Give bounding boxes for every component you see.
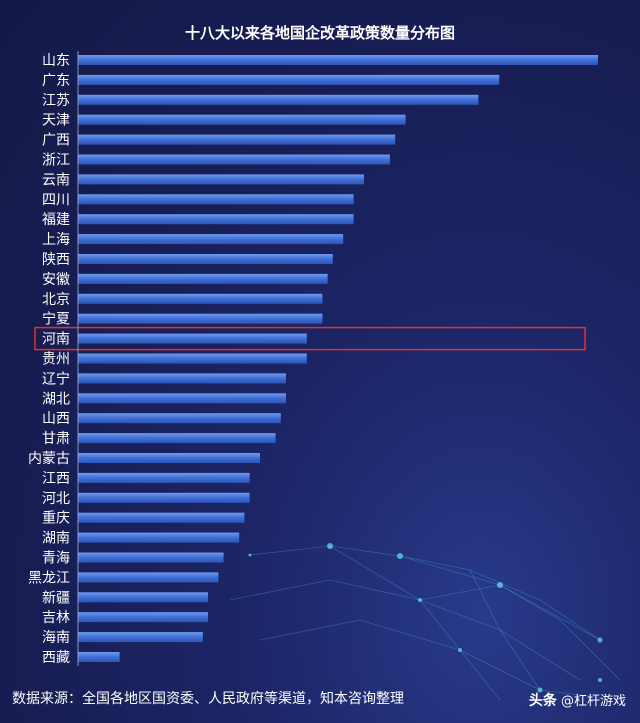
- bar-16: [78, 353, 307, 364]
- bar-2: [78, 74, 500, 85]
- bar-30: [78, 632, 203, 643]
- bar-24: [78, 512, 245, 523]
- brand-handle: @杠杆游戏: [560, 694, 626, 709]
- category-label-26: 青海: [42, 551, 70, 567]
- bar-27: [78, 572, 219, 583]
- bar-4: [78, 114, 406, 125]
- category-label-12: 安徽: [42, 272, 70, 288]
- category-label-10: 上海: [42, 232, 70, 248]
- bar-13: [78, 293, 323, 304]
- category-label-1: 山东: [42, 53, 70, 69]
- bar-29: [78, 612, 208, 623]
- bar-23: [78, 492, 250, 503]
- bar-5: [78, 134, 396, 145]
- bar-21: [78, 453, 260, 463]
- bar-10: [78, 234, 344, 245]
- category-label-6: 浙江: [42, 153, 70, 169]
- category-label-27: 黑龙江: [28, 570, 70, 586]
- highlight-box: [34, 326, 586, 351]
- category-label-2: 广东: [42, 73, 70, 89]
- bar-19: [78, 413, 281, 424]
- bar-9: [78, 214, 354, 225]
- brand-watermark: 头条 @杠杆游戏: [529, 690, 626, 710]
- chart-title: 十八大以来各地国企改革政策数量分布图: [184, 24, 455, 42]
- category-label-11: 陕西: [42, 252, 70, 268]
- bar-20: [78, 433, 276, 444]
- category-label-29: 吉林: [42, 610, 70, 626]
- category-label-28: 新疆: [42, 590, 70, 606]
- bar-1: [78, 55, 598, 65]
- category-label-19: 山西: [42, 411, 70, 427]
- bar-15: [78, 333, 307, 344]
- category-label-31: 西藏: [42, 650, 70, 666]
- bar-26: [78, 552, 224, 563]
- category-label-25: 湖南: [42, 531, 70, 547]
- bar-3: [78, 94, 479, 105]
- category-label-15: 河南: [42, 332, 70, 348]
- bar-25: [78, 532, 240, 543]
- category-label-24: 重庆: [42, 511, 70, 527]
- category-label-5: 广西: [42, 133, 70, 149]
- category-label-30: 海南: [42, 630, 70, 646]
- bar-7: [78, 174, 364, 185]
- category-label-4: 天津: [42, 113, 70, 129]
- category-label-8: 四川: [42, 192, 70, 208]
- category-label-20: 甘肃: [42, 431, 70, 447]
- category-label-13: 北京: [42, 292, 70, 308]
- category-label-16: 贵州: [42, 352, 70, 368]
- category-label-3: 江苏: [42, 93, 70, 109]
- category-label-22: 江西: [42, 471, 70, 487]
- bar-18: [78, 393, 286, 404]
- bar-11: [78, 254, 333, 264]
- category-label-9: 福建: [42, 212, 70, 228]
- category-label-7: 云南: [42, 172, 70, 188]
- bar-31: [78, 652, 120, 662]
- bar-6: [78, 154, 390, 165]
- category-label-17: 辽宁: [42, 370, 70, 387]
- category-label-14: 宁夏: [42, 311, 70, 328]
- category-label-21: 内蒙古: [28, 451, 70, 467]
- category-label-18: 湖北: [42, 391, 70, 407]
- data-source-note: 数据来源：全国各地区国资委、人民政府等渠道，知本咨询整理: [12, 691, 404, 707]
- bar-8: [78, 194, 354, 205]
- bar-22: [78, 472, 250, 483]
- bar-17: [78, 373, 286, 384]
- bar-14: [78, 313, 323, 324]
- brand-name: 头条: [528, 693, 557, 709]
- bar-28: [78, 592, 208, 603]
- bar-12: [78, 273, 328, 284]
- category-label-23: 河北: [42, 491, 70, 507]
